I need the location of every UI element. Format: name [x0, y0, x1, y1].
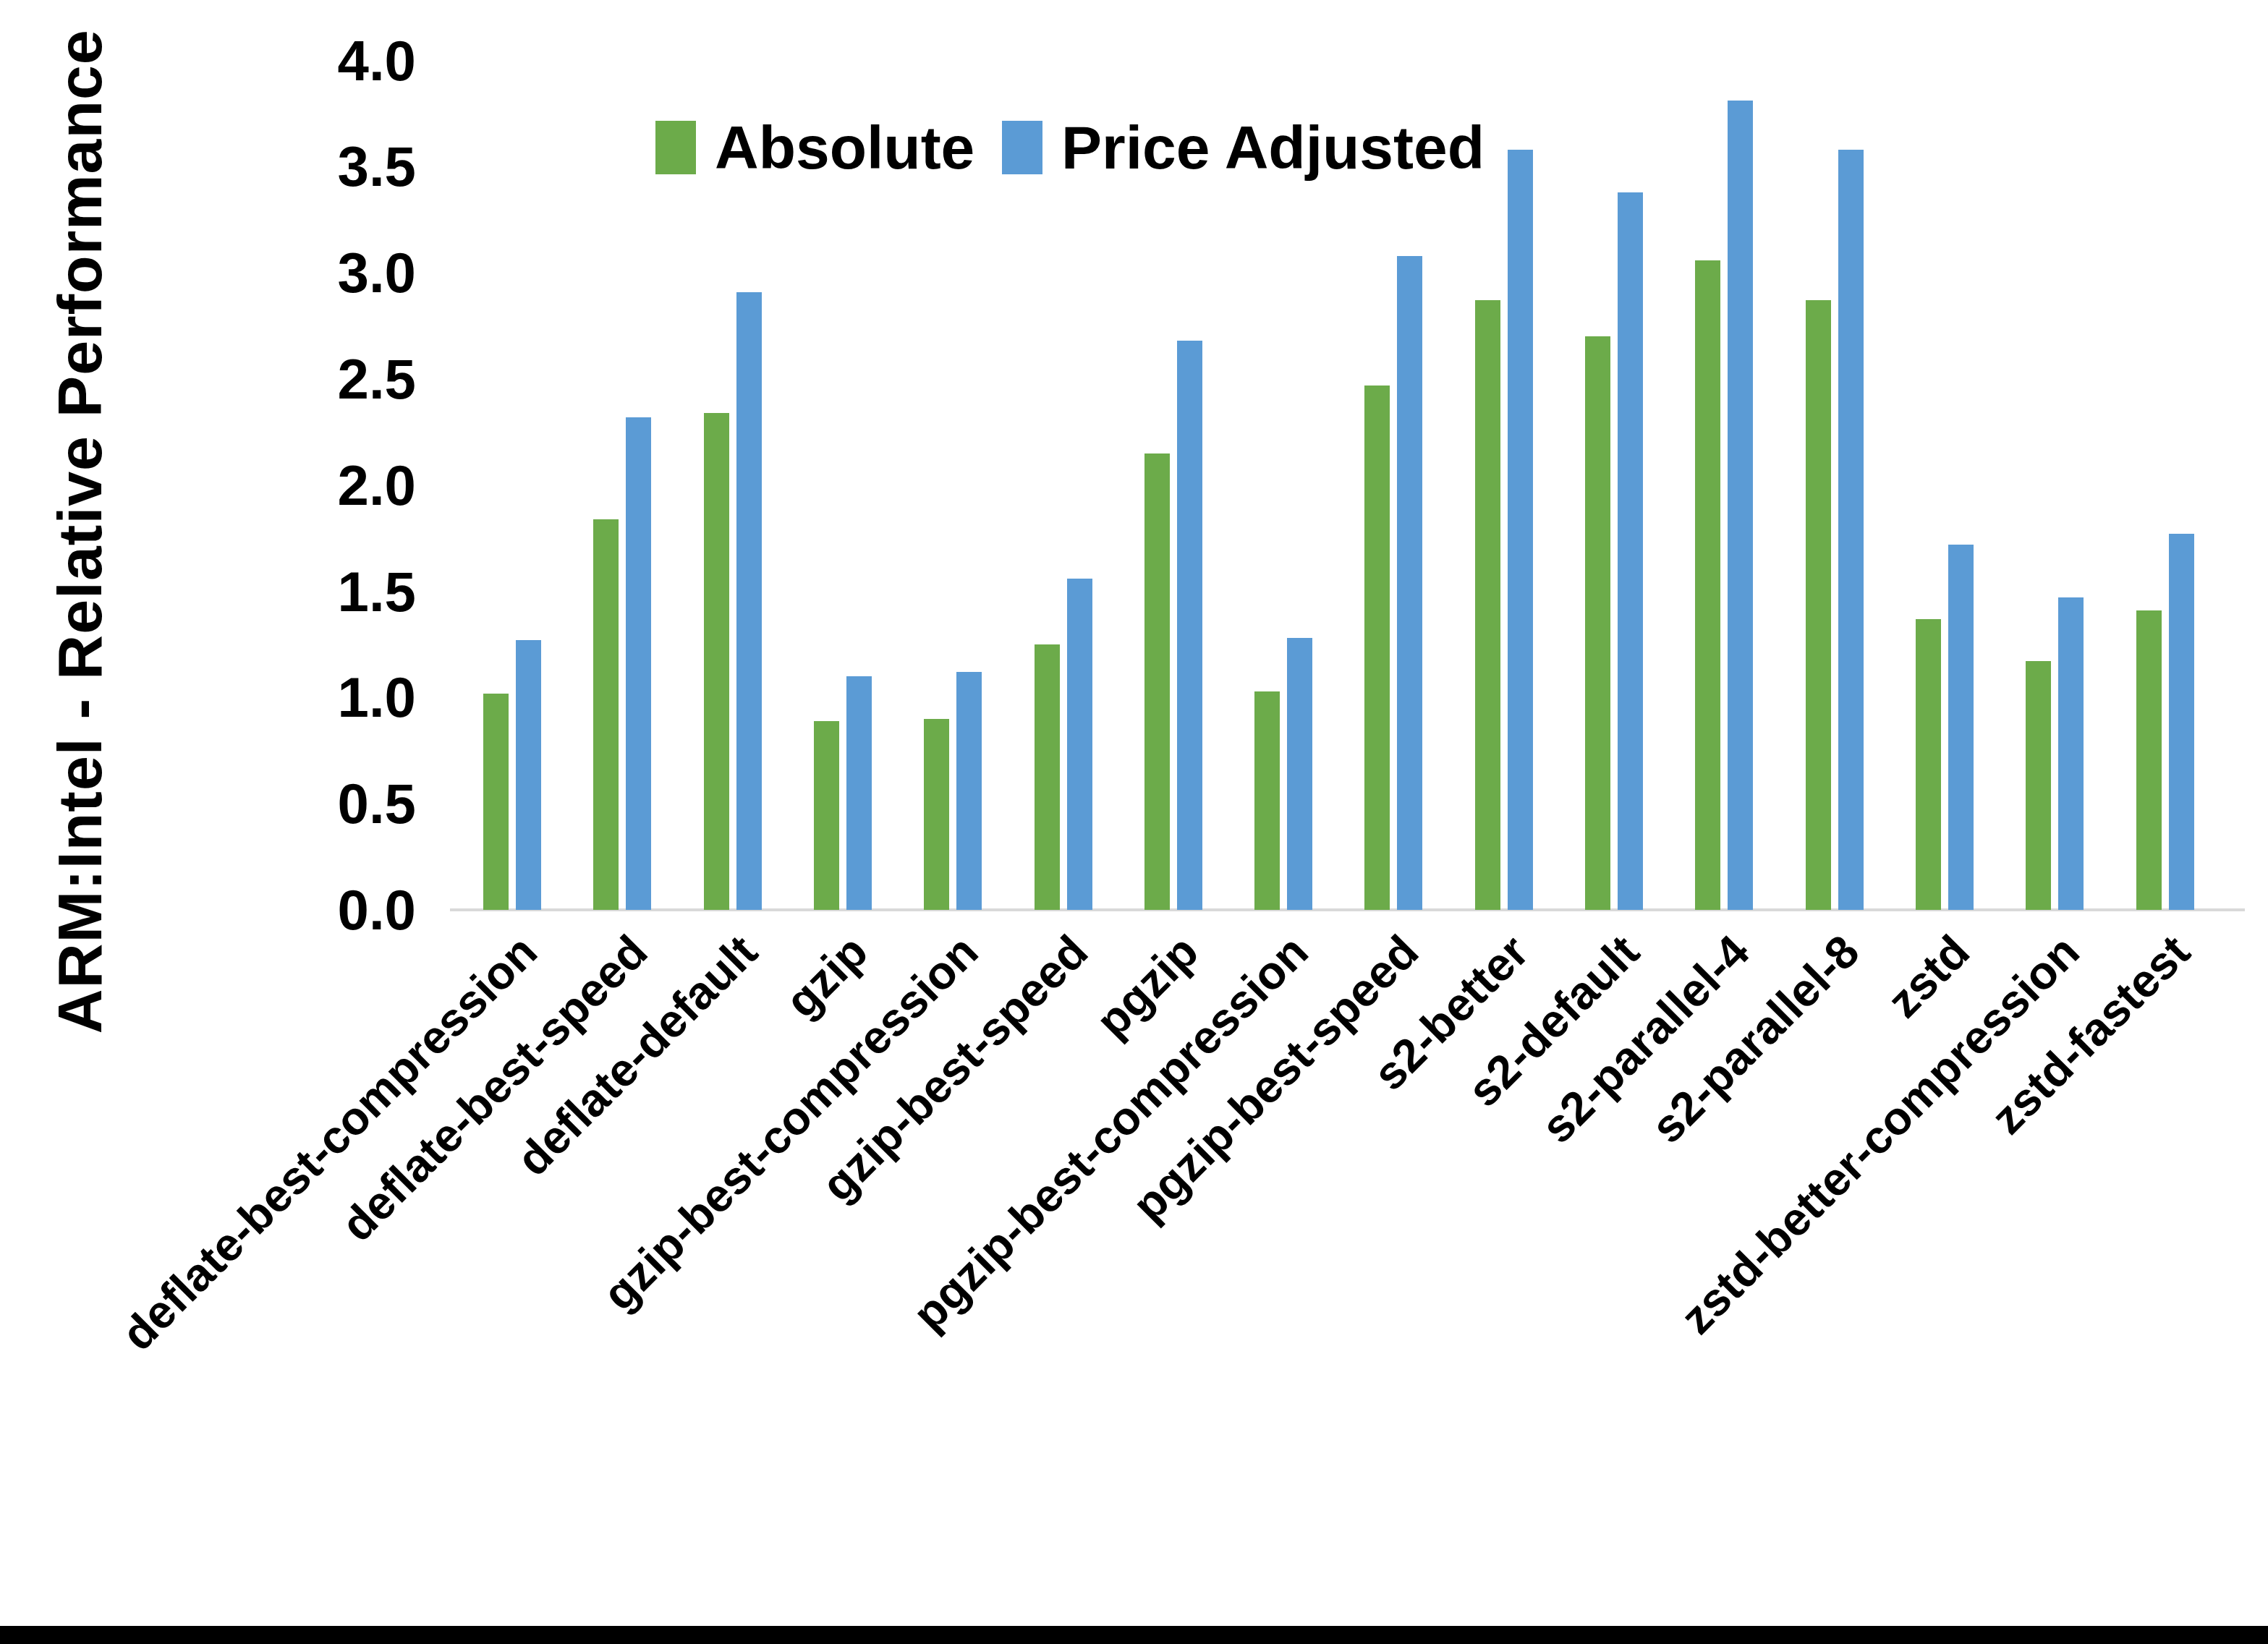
bar-absolute: [483, 694, 509, 910]
y-tick-label: 4.0: [271, 33, 416, 89]
y-tick-label: 2.0: [271, 457, 416, 514]
bar-absolute: [1695, 260, 1720, 910]
y-tick-label: 0.5: [271, 775, 416, 832]
bar-absolute: [924, 719, 949, 910]
bar-price-adjusted: [736, 292, 762, 910]
bar-absolute: [1035, 644, 1060, 910]
bar-price-adjusted: [1618, 192, 1643, 910]
bar-absolute: [593, 519, 619, 910]
y-tick-label: 3.0: [271, 244, 416, 301]
legend-item-absolute: Absolute: [655, 117, 974, 178]
bar-price-adjusted: [1838, 150, 1864, 910]
x-category-label: gzip: [777, 927, 875, 1026]
bar-absolute: [1585, 336, 1610, 910]
legend-item-price-adjusted: Price Adjusted: [1002, 117, 1485, 178]
bar-absolute: [2026, 661, 2051, 910]
bar-absolute: [1254, 691, 1280, 910]
bar-price-adjusted: [1287, 638, 1312, 910]
y-tick-label: 1.0: [271, 669, 416, 725]
y-tick-label: 0.0: [271, 882, 416, 938]
x-category-label: zstd: [1879, 927, 1977, 1026]
bar-price-adjusted: [516, 640, 541, 910]
bottom-border: [0, 1626, 2268, 1644]
bar-absolute: [1144, 453, 1170, 910]
bar-absolute: [1806, 300, 1831, 910]
legend-label: Price Adjusted: [1061, 117, 1485, 178]
bar-price-adjusted: [2058, 597, 2084, 910]
legend-swatch-icon: [655, 121, 696, 174]
bar-absolute: [704, 413, 729, 910]
bar-price-adjusted: [1067, 579, 1092, 910]
bar-absolute: [1475, 300, 1500, 910]
bar-price-adjusted: [1948, 545, 1974, 910]
bar-price-adjusted: [1728, 101, 1753, 910]
bar-price-adjusted: [626, 417, 651, 910]
bar-price-adjusted: [1177, 341, 1202, 910]
bar-absolute: [2136, 610, 2162, 910]
bar-absolute: [1916, 619, 1941, 910]
y-tick-label: 1.5: [271, 563, 416, 620]
bar-absolute: [1364, 386, 1390, 910]
legend-swatch-icon: [1002, 121, 1042, 174]
y-tick-label: 2.5: [271, 351, 416, 407]
legend-label: Absolute: [715, 117, 974, 178]
x-category-label: deflate-best-compression: [114, 927, 545, 1358]
bar-price-adjusted: [2169, 534, 2194, 910]
bar-price-adjusted: [956, 672, 982, 910]
bar-absolute: [814, 721, 839, 910]
bar-price-adjusted: [1397, 256, 1422, 910]
bar-chart: ARM:Intel - Relative Performance Absolut…: [0, 0, 2268, 1644]
y-tick-label: 3.5: [271, 138, 416, 195]
y-axis-title: ARM:Intel - Relative Performance: [44, 29, 116, 1034]
bar-price-adjusted: [1508, 150, 1533, 910]
bar-price-adjusted: [846, 676, 872, 910]
